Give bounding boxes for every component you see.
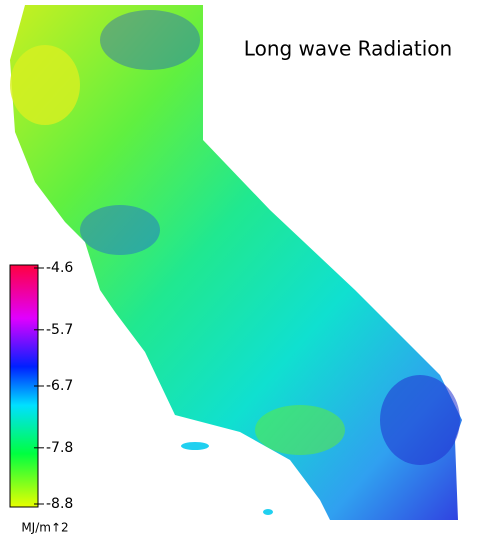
colorbar-tick-label: -7.8 [46,440,73,456]
state-shape [10,5,462,520]
colorbar-tick-label: -6.7 [46,378,73,394]
colorbar-tick-label: -8.8 [46,496,73,512]
region-highlight [255,405,345,455]
island [181,442,209,450]
map-title: Long wave Radiation [244,37,452,61]
region-highlight [100,10,200,70]
colorbar [9,264,39,508]
region-highlight [380,375,460,465]
colorbar-tick-label: -5.7 [46,322,73,338]
colorbar-tick-label: -4.6 [46,260,73,276]
colorbar-unit: MJ/m↑2 [21,521,68,535]
region-highlight [80,205,160,255]
region-highlight [10,45,80,125]
island [263,509,273,515]
